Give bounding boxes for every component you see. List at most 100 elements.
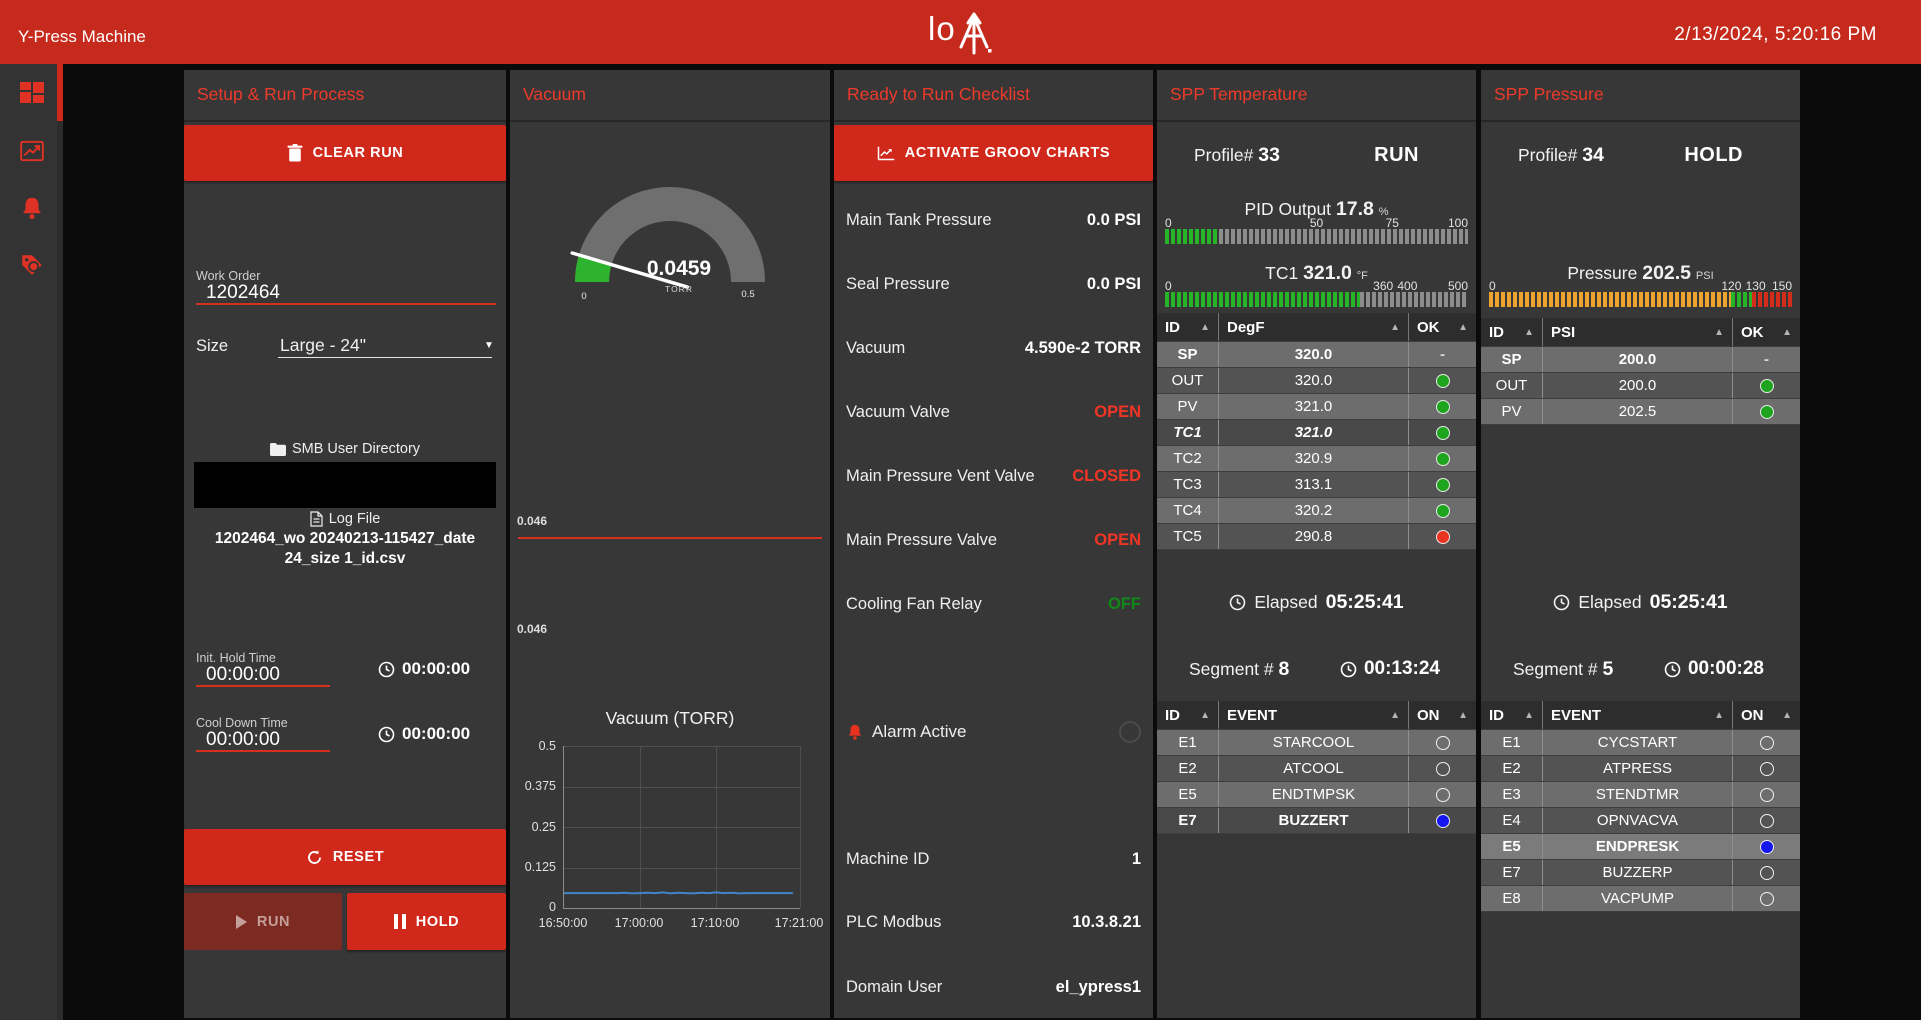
elapsed-label: Elapsed <box>1254 592 1318 612</box>
sort-asc-icon: ▲ <box>1782 326 1792 338</box>
work-order-input[interactable]: 1202464 <box>206 282 280 303</box>
pressure-events-table: ID ▲ EVENT ▲ ON ▲ E1 CYCSTART E2 ATPRESS E3… <box>1481 701 1800 912</box>
run-button[interactable]: RUN <box>184 893 342 950</box>
table-row: E1 CYCSTART <box>1481 730 1800 756</box>
table-header-row: ID ▲ DegF ▲ OK ▲ <box>1157 313 1476 342</box>
y-tick: 0.375 <box>524 779 556 793</box>
log-file-name: 1202464_wo 20240213-115427_date 24_size … <box>214 530 476 567</box>
status-dot-off <box>1759 761 1774 776</box>
trend-chart-icon[interactable] <box>19 138 45 164</box>
vacuum-gauge: 0 0.5 0.0459 TORR <box>550 170 790 305</box>
row-value: 0.0 PSI <box>1086 274 1141 293</box>
checklist-row: Vacuum 4.590e-2 TORR <box>846 336 1141 360</box>
elapsed-row: Elapsed 05:25:41 <box>1157 591 1476 614</box>
elapsed-row: Elapsed 05:25:41 <box>1481 591 1800 614</box>
nav-sidebar <box>0 64 63 1020</box>
sidebar-scrollbar-thumb[interactable] <box>57 64 63 121</box>
column-header[interactable]: OK ▲ <box>1417 318 1468 336</box>
status-badge: HOLD <box>1684 143 1743 166</box>
row-label: Main Pressure Valve <box>846 530 998 549</box>
column-header[interactable]: DegF ▲ <box>1219 313 1409 341</box>
temperature-table: ID ▲ DegF ▲ OK ▲ SP 320.0 - OUT 320.0 PV 32… <box>1157 313 1476 550</box>
row-label: Machine ID <box>846 849 930 868</box>
tc1-bar <box>1165 292 1468 307</box>
log-file-label: Log File <box>328 511 381 527</box>
table-row: TC3 313.1 <box>1157 472 1476 498</box>
panel-header: Setup & Run Process <box>184 70 506 122</box>
init-hold-input[interactable]: 00:00:00 <box>206 664 280 685</box>
column-header[interactable]: ON ▲ <box>1417 706 1468 724</box>
column-header[interactable]: ID ▲ <box>1481 318 1543 346</box>
cool-down-input[interactable]: 00:00:00 <box>206 729 280 750</box>
chevron-down-icon[interactable]: ▼ <box>484 340 494 351</box>
table-row: SP 320.0 - <box>1157 342 1476 368</box>
clock-icon <box>1553 594 1570 611</box>
row-label: Domain User <box>846 977 943 996</box>
table-row: SP 200.0 - <box>1481 347 1800 373</box>
checklist-row: Main Tank Pressure 0.0 PSI <box>846 208 1141 232</box>
file-browser-box[interactable] <box>194 462 496 508</box>
dashboard-grid-icon[interactable] <box>19 81 45 107</box>
reset-icon <box>306 849 323 866</box>
panel-header: SPP Temperature <box>1157 70 1476 122</box>
column-header[interactable]: EVENT ▲ <box>1219 701 1409 729</box>
panel-vacuum: Vacuum 0 0.5 0.0459 TORR 0.046 0.046 Vac… <box>510 70 830 1018</box>
reset-button[interactable]: RESET <box>184 829 506 885</box>
init-hold-elapsed-value: 00:00:00 <box>402 659 471 678</box>
column-header[interactable]: ID ▲ <box>1157 313 1219 341</box>
status-dot-red <box>1435 529 1450 544</box>
status-dot-off <box>1759 865 1774 880</box>
column-header[interactable]: ON ▲ <box>1741 706 1792 724</box>
status-dot-off <box>1435 787 1450 802</box>
clock-icon <box>378 726 395 743</box>
trash-icon <box>287 144 303 162</box>
vacuum-trend-plot <box>563 746 801 909</box>
row-label: Main Pressure Vent Valve <box>846 466 1035 485</box>
table-header-row: ID ▲ EVENT ▲ ON ▲ <box>1157 701 1476 730</box>
column-header[interactable]: PSI ▲ <box>1543 318 1733 346</box>
alarm-bell-icon[interactable] <box>19 195 45 221</box>
checklist-row: Cooling Fan Relay OFF <box>846 592 1141 616</box>
checklist-row: Seal Pressure 0.0 PSI <box>846 272 1141 296</box>
pressure-label: Pressure 202.5 PSI <box>1567 262 1714 284</box>
table-row: E5 ENDTMPSK <box>1157 782 1476 808</box>
ok-none: - <box>1440 346 1445 363</box>
row-value: OFF <box>1108 594 1141 613</box>
column-header[interactable]: ID ▲ <box>1157 701 1219 729</box>
status-dot-green <box>1435 373 1450 388</box>
column-header[interactable]: ID ▲ <box>1481 701 1543 729</box>
pause-icon <box>393 914 406 929</box>
clear-run-button[interactable]: CLEAR RUN <box>184 125 506 181</box>
sort-asc-icon: ▲ <box>1458 321 1468 333</box>
smb-directory-link[interactable]: SMB User Directory <box>184 441 506 457</box>
table-row: PV 202.5 <box>1481 399 1800 425</box>
alarm-active-label: Alarm Active <box>872 722 967 741</box>
panel-spp-pressure: SPP Pressure Profile# 34 HOLD Pressure 2… <box>1481 70 1800 1018</box>
activate-groov-charts-button[interactable]: ACTIVATE GROOV CHARTS <box>834 125 1153 181</box>
info-row: Domain User el_ypress1 <box>846 975 1141 999</box>
elapsed-label: Elapsed <box>1578 592 1642 612</box>
folder-icon <box>269 442 286 456</box>
segment-number: Segment # 5 <box>1513 657 1614 680</box>
table-row: OUT 320.0 <box>1157 368 1476 394</box>
log-file-row: Log File <box>184 511 506 527</box>
panel-title: SPP Pressure <box>1494 84 1604 104</box>
gauge-value: 0.0459 <box>647 257 711 280</box>
table-row: E7 BUZZERP <box>1481 860 1800 886</box>
sort-asc-icon: ▲ <box>1524 709 1534 721</box>
top-bar: Y-Press Machine lo 2/13/2024, 5:20:16 PM <box>0 0 1921 64</box>
segment-number: Segment # 8 <box>1189 657 1290 680</box>
panel-header: Vacuum <box>510 70 830 122</box>
tag-search-icon[interactable] <box>19 252 45 278</box>
size-label: Size <box>196 337 229 355</box>
iot-logo: lo <box>928 11 994 55</box>
table-row: TC4 320.2 <box>1157 498 1476 524</box>
run-label: RUN <box>256 913 291 930</box>
column-header[interactable]: EVENT ▲ <box>1543 701 1733 729</box>
vacuum-trend-line <box>564 891 793 895</box>
alarm-indicator-led <box>1119 721 1141 743</box>
sidebar-scrollbar-track[interactable] <box>57 64 63 1020</box>
size-dropdown[interactable]: Large - 24" <box>280 335 366 355</box>
column-header[interactable]: OK ▲ <box>1741 323 1792 341</box>
hold-button[interactable]: HOLD <box>347 893 506 950</box>
